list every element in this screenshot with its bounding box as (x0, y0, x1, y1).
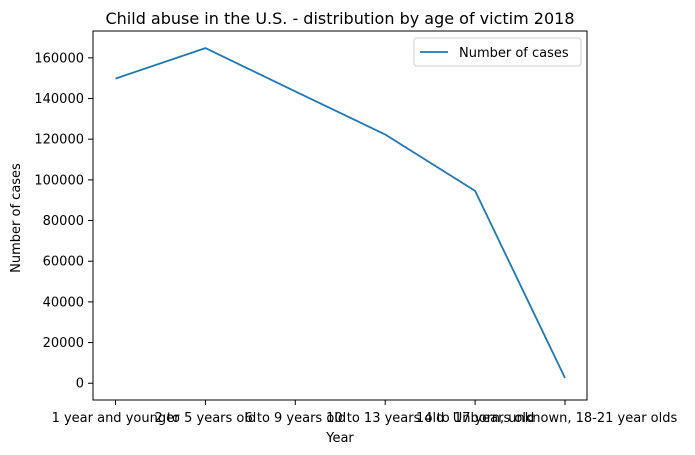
y-tick-label: 0 (76, 377, 84, 392)
y-tick-label: 120000 (34, 133, 84, 148)
y-tick-label: 100000 (34, 173, 84, 188)
series-line (115, 47, 566, 379)
x-axis-label: Year (325, 431, 354, 446)
x-tick-label: 2 to 5 years old (155, 411, 257, 426)
legend-label: Number of cases (459, 46, 569, 61)
legend-box (413, 37, 582, 67)
plot-area-frame (92, 30, 588, 401)
y-tick-label: 140000 (34, 92, 84, 107)
chart-title: Child abuse in the U.S. - distribution b… (105, 9, 574, 28)
y-axis-label: Number of cases (9, 163, 24, 273)
x-tick-label: Unborn, unknown, 18-21 year olds (453, 411, 678, 426)
y-tick-label: 20000 (43, 336, 84, 351)
legend: Number of cases (413, 37, 582, 67)
y-tick-label: 80000 (43, 214, 84, 229)
x-tick-label: 1 year and younger (52, 411, 181, 426)
y-tick-label: 160000 (34, 51, 84, 66)
x-tick-label: 10 to 13 years old (326, 411, 444, 426)
x-tick-label: 14 to 17 years old (416, 411, 534, 426)
x-tick-label: 6 to 9 years old (244, 411, 346, 426)
y-tick-label: 40000 (43, 295, 84, 310)
y-tick-label: 60000 (43, 255, 84, 270)
